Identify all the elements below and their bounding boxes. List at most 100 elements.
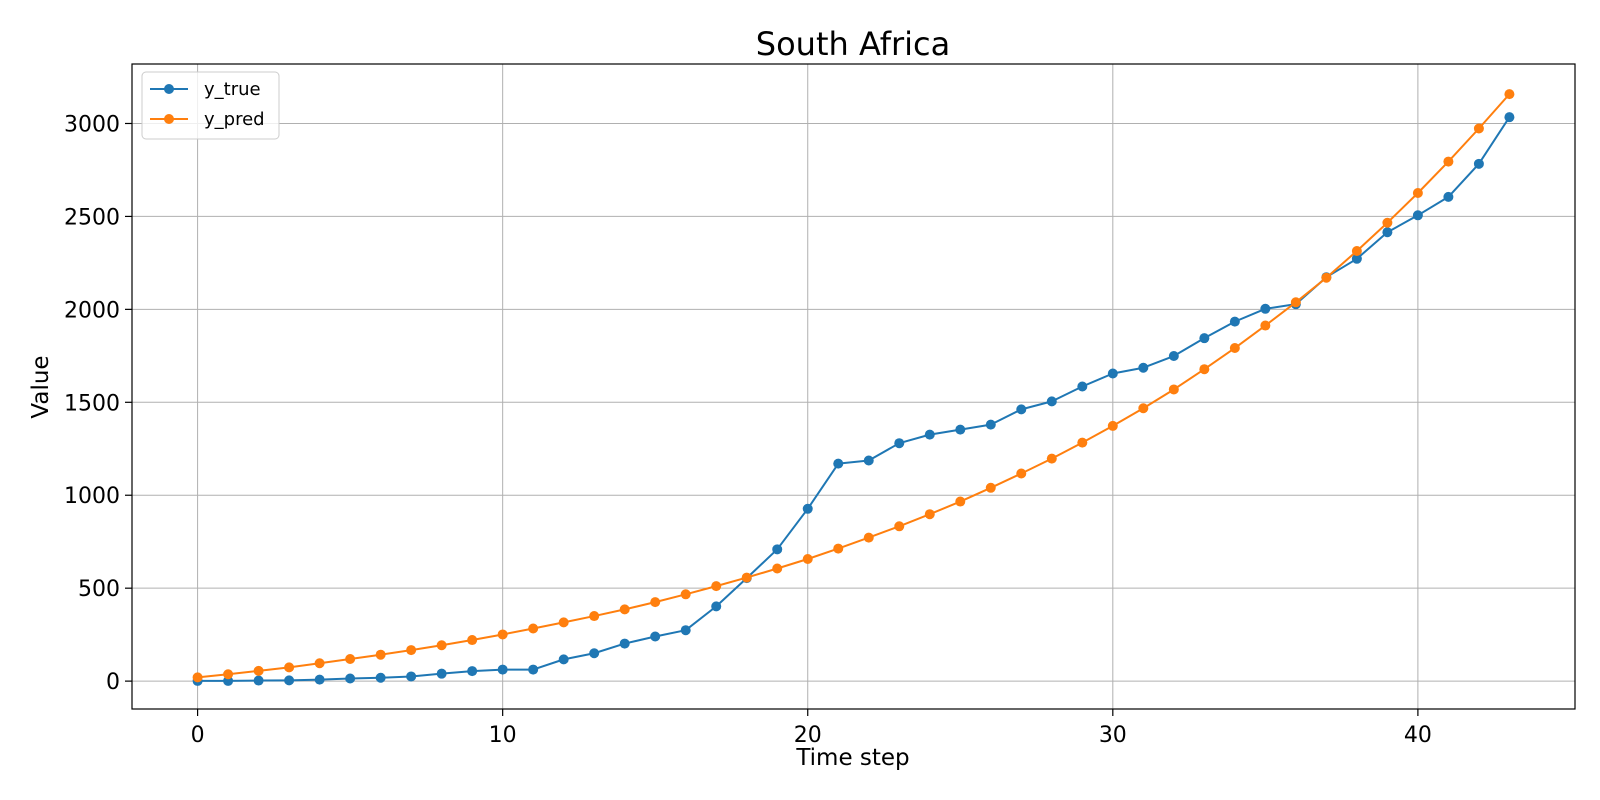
legend-item: y_true <box>150 79 261 100</box>
data-point <box>1504 89 1515 100</box>
series-y-pred <box>192 89 1515 683</box>
data-point <box>619 638 630 649</box>
legend-label: y_true <box>204 79 261 100</box>
data-point <box>772 544 783 555</box>
legend-marker <box>164 114 174 124</box>
data-point <box>314 674 325 685</box>
data-point <box>253 675 264 686</box>
y-tick-label: 1000 <box>64 484 120 509</box>
data-point <box>833 543 844 554</box>
data-point <box>955 424 966 435</box>
data-point <box>589 611 600 622</box>
data-point <box>1077 437 1088 448</box>
data-point <box>711 601 722 612</box>
data-point <box>1412 188 1423 198</box>
data-point <box>1138 403 1149 414</box>
data-point <box>1107 368 1118 379</box>
data-point <box>802 503 813 514</box>
data-point <box>741 572 752 583</box>
legend: y_true y_pred <box>141 71 280 140</box>
data-point <box>894 438 905 449</box>
data-point <box>1260 320 1271 331</box>
data-point <box>1046 453 1057 464</box>
y-tick-label: 2500 <box>64 205 120 230</box>
data-point <box>619 604 630 615</box>
data-point <box>1138 362 1149 373</box>
x-axis-label: Time step <box>795 745 909 771</box>
data-point <box>1077 381 1088 392</box>
data-point <box>528 664 539 675</box>
data-point <box>680 589 691 600</box>
data-point <box>497 664 508 675</box>
data-point <box>375 672 386 683</box>
data-point <box>1443 156 1454 167</box>
data-point <box>1260 303 1271 314</box>
x-tick-label: 10 <box>489 723 517 748</box>
data-point <box>497 629 508 640</box>
data-point <box>436 640 447 651</box>
data-point <box>1199 364 1210 375</box>
data-point <box>1168 351 1179 362</box>
data-point <box>1229 343 1240 354</box>
data-point <box>1351 253 1362 264</box>
data-point <box>467 666 478 677</box>
series-line <box>197 93 1511 679</box>
y-axis-label: Value <box>28 355 54 418</box>
data-point <box>1473 158 1484 169</box>
y-tick-label: 2000 <box>64 298 120 323</box>
data-point <box>284 675 295 686</box>
data-point <box>1046 396 1057 407</box>
data-point <box>772 563 783 574</box>
x-tick-label: 40 <box>1404 723 1432 748</box>
data-point <box>1443 191 1454 202</box>
data-point <box>985 482 996 493</box>
data-point <box>1504 112 1515 123</box>
data-point <box>192 672 203 683</box>
x-axis-ticks: 0 10 20 30 40 <box>191 709 1432 748</box>
y-tick-label: 3000 <box>64 112 120 137</box>
data-point <box>1229 316 1240 327</box>
data-point <box>863 455 874 466</box>
data-point <box>314 658 325 669</box>
data-point <box>1351 245 1362 256</box>
data-point <box>436 668 447 679</box>
y-tick-label: 500 <box>78 577 120 602</box>
data-point <box>375 649 386 660</box>
data-point <box>924 429 935 440</box>
legend-label: y_pred <box>204 109 265 130</box>
data-point <box>1321 272 1332 283</box>
data-point <box>863 532 874 543</box>
data-point <box>650 597 661 608</box>
data-point <box>589 648 600 659</box>
data-point <box>253 665 264 676</box>
data-point <box>1016 404 1027 415</box>
data-point <box>558 617 569 628</box>
data-point <box>284 662 295 673</box>
data-point <box>345 673 356 684</box>
y-tick-label: 1500 <box>64 391 120 416</box>
data-point <box>955 496 966 507</box>
y-axis-ticks: 0 500 1000 1500 2000 2500 3000 <box>64 112 132 695</box>
data-point <box>1107 420 1118 431</box>
x-tick-label: 30 <box>1099 723 1127 748</box>
data-point <box>558 654 569 665</box>
data-point <box>345 654 356 664</box>
data-point <box>467 635 478 646</box>
data-point <box>528 623 539 634</box>
data-point <box>223 669 234 680</box>
data-point <box>1473 123 1484 134</box>
data-point <box>1290 297 1301 308</box>
data-point <box>1168 384 1179 395</box>
data-point <box>711 581 722 592</box>
x-tick-label: 0 <box>191 723 205 748</box>
data-point <box>833 458 844 469</box>
data-point <box>1382 217 1393 228</box>
data-point <box>406 671 417 682</box>
data-point <box>802 554 813 564</box>
data-point <box>894 521 905 532</box>
data-point <box>1016 468 1027 479</box>
data-point <box>985 419 996 430</box>
grid-lines <box>132 64 1575 709</box>
data-point <box>650 631 661 642</box>
